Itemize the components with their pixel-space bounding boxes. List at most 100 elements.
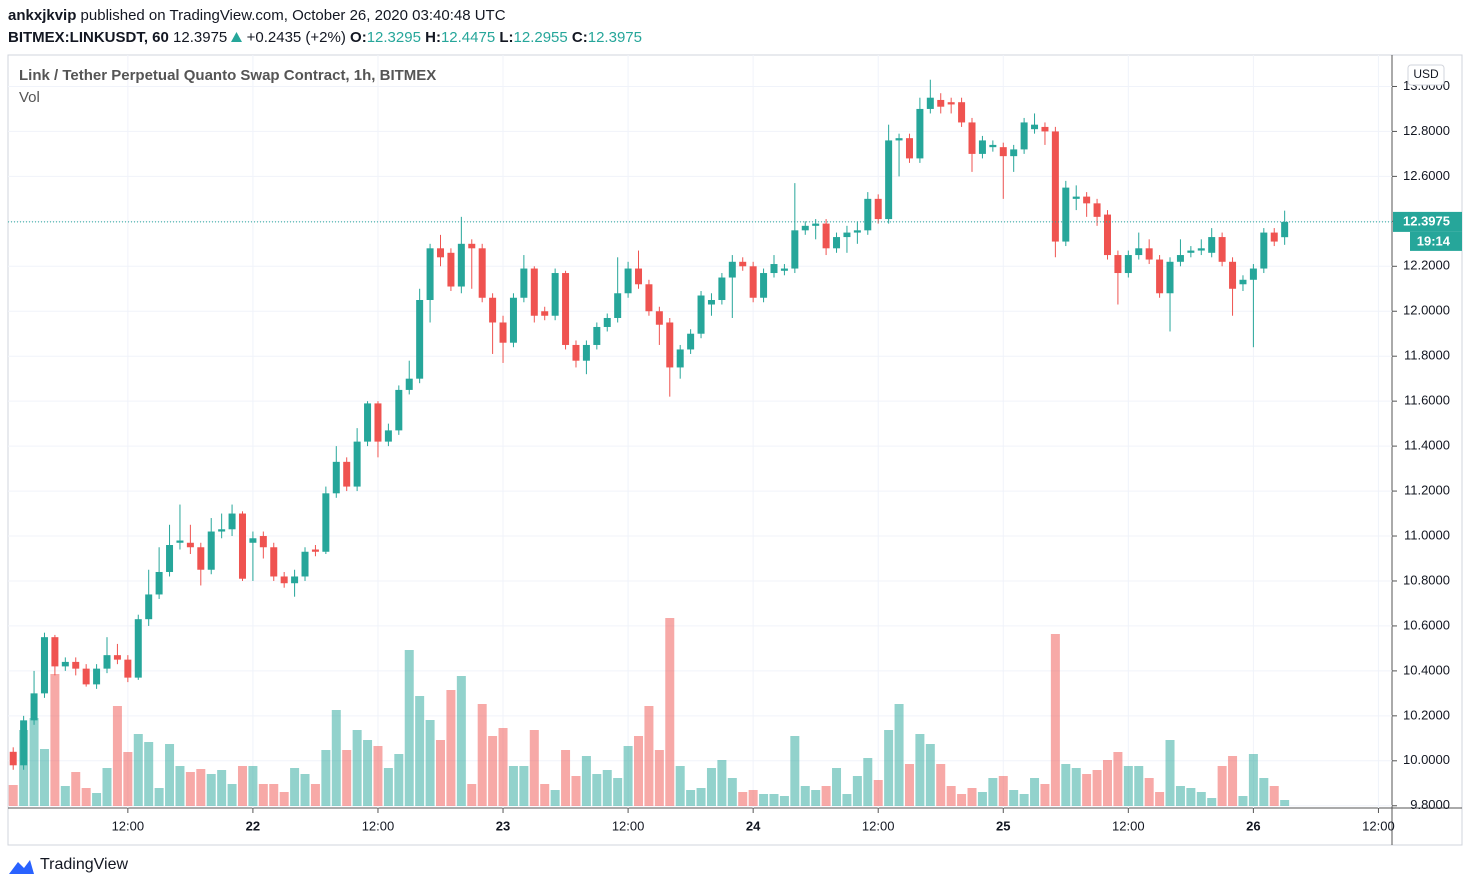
author: ankxjkvip (8, 7, 77, 24)
candle-body (499, 322, 507, 343)
candle-body (624, 268, 632, 294)
volume-bar (154, 788, 164, 806)
volume-bar (488, 736, 498, 806)
candle-body (1166, 261, 1174, 294)
volume-bar (1269, 786, 1279, 806)
candle-body (437, 248, 444, 258)
volume-bar (1238, 796, 1248, 806)
volume-bar (279, 792, 289, 806)
volume-bar (592, 774, 602, 806)
volume-bar (581, 756, 591, 806)
l-label: L: (499, 29, 514, 46)
candle-body (40, 637, 48, 694)
volume-bar (1207, 798, 1217, 806)
logo (9, 860, 34, 874)
volume-bar (936, 764, 946, 806)
candle-body (655, 311, 663, 325)
volume-bar (759, 794, 769, 806)
candle-body (749, 266, 757, 298)
volume-bar (39, 749, 49, 806)
volume-bar (519, 766, 529, 806)
y-tick-label: 10.2000 (1403, 707, 1450, 722)
volume-bar (1082, 774, 1092, 806)
volume-bar (363, 740, 373, 806)
volume-legend: Vol (19, 89, 40, 106)
y-tick-label: 10.6000 (1403, 617, 1450, 632)
open: 12.3295 (366, 29, 421, 46)
candle-body (166, 545, 174, 572)
candle-body (1281, 221, 1289, 238)
candle-body (489, 297, 497, 323)
candle-body (1041, 126, 1049, 132)
x-tick-label: 12:00 (362, 818, 395, 833)
volume-bar (1019, 794, 1029, 806)
candle-body (1020, 122, 1028, 150)
symbol: BITMEX:LINKUSDT, 60 (8, 29, 169, 46)
volume-bar (1175, 786, 1185, 806)
candle-body (666, 322, 674, 368)
candle-body (843, 232, 851, 238)
candle-body (82, 668, 90, 685)
volume-bar (769, 794, 779, 806)
candle-body (968, 122, 976, 154)
high: 12.4475 (440, 29, 496, 46)
volume-bar (842, 794, 852, 806)
candle-body (1187, 250, 1195, 253)
volume-bar (696, 788, 706, 806)
volume-bar (623, 746, 633, 806)
volume-bar (1196, 792, 1206, 806)
countdown-box (1410, 231, 1462, 251)
candle-body (676, 349, 684, 368)
volume-bar (29, 718, 39, 806)
volume-bar (81, 788, 91, 806)
volume-bar (904, 764, 914, 806)
volume-bar (602, 770, 612, 806)
x-tick-label: 24 (746, 818, 761, 833)
volume-bar (269, 784, 279, 806)
volume-bar (217, 770, 227, 806)
candle-body (989, 144, 997, 148)
candle-body (509, 297, 517, 343)
candle-body (1218, 237, 1226, 262)
volume-bar (706, 768, 716, 806)
candle-body (93, 668, 101, 685)
candle-body (958, 102, 966, 123)
volume-bar (738, 792, 748, 806)
c-label: C: (571, 29, 588, 46)
candle-body (1093, 203, 1101, 217)
candle-body (801, 225, 809, 231)
candle-body (416, 300, 424, 379)
volume-bar (206, 774, 216, 806)
volume-bar (1280, 800, 1290, 806)
candle-body (468, 243, 476, 249)
quote-line: BITMEX:LINKUSDT, 60 12.3975 +0.2435 (+2%… (8, 29, 642, 46)
y-tick-label: 11.0000 (1404, 527, 1450, 542)
volume-bar (529, 730, 539, 806)
last-price-label: 12.3975 (1403, 213, 1450, 228)
candle-body (1072, 196, 1080, 199)
volume-bar (1134, 766, 1144, 806)
volume-bar (331, 710, 341, 806)
low: 12.2955 (513, 29, 568, 46)
candle-body (895, 138, 903, 141)
brand: TradingView (9, 856, 128, 874)
up-arrow (231, 32, 243, 42)
x-tick-label: 12:00 (612, 818, 645, 833)
candle-body (134, 619, 142, 678)
y-tick-label: 11.6000 (1404, 393, 1450, 408)
candle-body (311, 549, 319, 552)
volume-bar (60, 786, 70, 806)
candle-body (103, 655, 111, 669)
candle-body (520, 268, 528, 298)
candle-body (374, 403, 382, 442)
volume-bar (373, 746, 383, 806)
candle-body (72, 661, 80, 669)
candle-body (395, 389, 403, 431)
publish-line: ankxjkvip published on TradingView.com, … (8, 7, 506, 24)
volume-bar (1050, 634, 1060, 806)
volume-bar (540, 784, 550, 806)
candle-body (687, 333, 695, 350)
candle-body (603, 317, 611, 327)
candle-body (551, 273, 559, 316)
candle-body (1010, 149, 1018, 157)
